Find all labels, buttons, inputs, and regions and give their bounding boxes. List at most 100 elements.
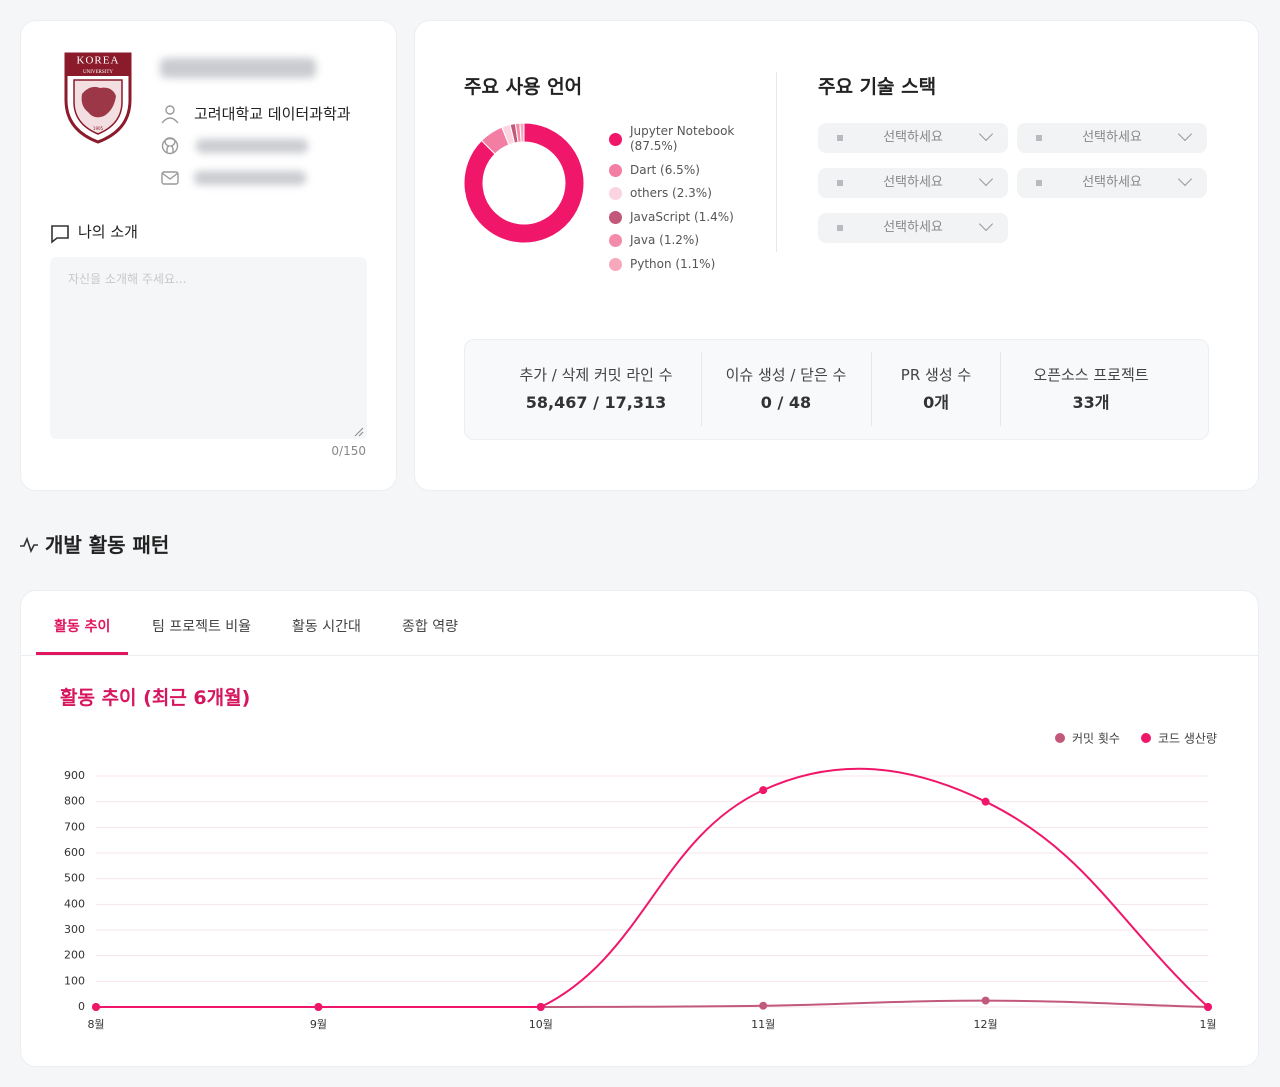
select-text: 선택하세요 xyxy=(883,130,943,145)
legend-label: Python (1.1%) xyxy=(630,256,716,271)
select-box[interactable] xyxy=(818,213,1008,243)
profile-icons xyxy=(161,105,179,185)
legend-item: Jupyter Notebook (87.5%) xyxy=(609,124,759,154)
x-tick-label: 9월 xyxy=(310,1018,327,1031)
legend-label: 코드 생산량 xyxy=(1158,732,1217,746)
y-tick-label: 800 xyxy=(64,795,85,808)
legend-label: Jupyter Notebook (87.5%) xyxy=(630,124,735,153)
legend-dot xyxy=(609,257,622,271)
line-point xyxy=(1204,1003,1212,1011)
intro-placeholder: 자신을 소개해 주세요... xyxy=(68,272,187,286)
stat-label: PR 생성 수 xyxy=(900,366,972,384)
select-bullet xyxy=(1036,180,1042,186)
logo-text: UNIVERSITY xyxy=(83,70,113,75)
stats-box xyxy=(464,339,1209,440)
select-bullet xyxy=(837,225,843,231)
line-series xyxy=(96,767,1209,1009)
legend-dot xyxy=(609,163,622,177)
university-logo: KOREA UNIVERSITY 1905 xyxy=(64,52,132,144)
select-box[interactable] xyxy=(818,123,1008,153)
line-point xyxy=(981,996,990,1005)
legend-item: Java (1.2%) xyxy=(609,233,759,248)
divider xyxy=(776,72,777,252)
line-point xyxy=(759,1001,768,1010)
select-box[interactable] xyxy=(1017,123,1207,153)
legend-dot xyxy=(1055,733,1065,743)
stat-value: 0개 xyxy=(923,393,949,412)
section-icon xyxy=(20,536,38,554)
tab[interactable]: 활동 시간대 xyxy=(292,619,361,635)
select-text: 선택하세요 xyxy=(1082,130,1142,145)
stat-label: 추가 / 삭제 커밋 라인 수 xyxy=(519,366,673,384)
language-title: 주요 사용 언어 xyxy=(464,76,583,98)
y-tick-label: 100 xyxy=(64,974,85,987)
activity-card xyxy=(20,590,1259,1067)
y-tick-label: 400 xyxy=(64,897,85,910)
y-tick-label: 900 xyxy=(64,769,85,782)
stat-label: 오픈소스 프로젝트 xyxy=(1033,366,1149,384)
legend-item: Dart (6.5%) xyxy=(609,163,759,178)
select-text: 선택하세요 xyxy=(883,220,943,235)
pie-slice xyxy=(463,122,585,244)
x-tick-label: 11월 xyxy=(751,1018,775,1031)
stat-label: 이슈 생성 / 닫은 수 xyxy=(725,366,847,384)
logo-text: 1905 xyxy=(93,126,104,131)
line-point xyxy=(314,1003,323,1011)
legend-label: Dart (6.5%) xyxy=(630,162,700,177)
logo-text: KOREA xyxy=(77,55,120,67)
y-tick-label: 600 xyxy=(64,846,85,859)
intro-label: 나의 소개 xyxy=(78,223,138,241)
legend-dot xyxy=(609,132,622,146)
line-point xyxy=(92,1003,100,1011)
blurred-name xyxy=(160,58,316,78)
stat-divider xyxy=(1000,352,1001,426)
intro-textarea[interactable] xyxy=(50,257,367,439)
x-tick-label: 12월 xyxy=(974,1018,998,1031)
pie-slice xyxy=(519,122,525,143)
legend-label: 커밋 횟수 xyxy=(1072,732,1120,746)
resize-handle xyxy=(354,427,364,437)
legend-label: JavaScript (1.4%) xyxy=(630,209,734,224)
y-tick-label: 300 xyxy=(64,923,85,936)
stat-value: 58,467 / 17,313 xyxy=(525,393,667,412)
section-title: 개발 활동 패턴 xyxy=(45,533,170,557)
stat-value: 0 / 48 xyxy=(760,393,812,412)
y-tick-label: 200 xyxy=(64,949,85,962)
select-box[interactable] xyxy=(1017,168,1207,198)
tech-title: 주요 기술 스택 xyxy=(818,76,937,98)
legend-dot xyxy=(609,187,622,200)
intro-counter: 0/150 xyxy=(331,444,366,458)
legend-label: Java (1.2%) xyxy=(630,233,700,247)
blurred-email xyxy=(194,171,306,185)
chart-title: 활동 추이 (최근 6개월) xyxy=(60,687,251,709)
stat-value: 33개 xyxy=(1072,393,1110,412)
select-bullet xyxy=(837,135,843,141)
legend-dot xyxy=(1141,733,1151,743)
stat-divider xyxy=(871,352,872,426)
select-box[interactable] xyxy=(818,168,1008,198)
legend-item: JavaScript (1.4%) xyxy=(609,210,759,225)
x-tick-label: 8월 xyxy=(87,1018,104,1031)
select-bullet xyxy=(1036,135,1042,141)
stat-divider xyxy=(701,352,702,426)
tab-underline xyxy=(36,652,128,655)
line-point xyxy=(536,1003,545,1011)
select-text: 선택하세요 xyxy=(1082,175,1142,190)
tab[interactable]: 종합 역량 xyxy=(402,619,458,635)
y-tick-label: 700 xyxy=(64,820,85,833)
line-point xyxy=(981,797,990,806)
department: 고려대학교 데이터과학과 xyxy=(194,105,351,123)
intro-icon xyxy=(51,225,69,244)
legend-dot xyxy=(609,210,622,224)
tab[interactable]: 팀 프로젝트 비율 xyxy=(152,619,252,635)
y-tick-label: 0 xyxy=(78,1000,85,1013)
legend-label: others (2.3%) xyxy=(630,186,712,200)
x-tick-label: 10월 xyxy=(529,1018,553,1031)
tab[interactable]: 활동 추이 xyxy=(54,619,111,635)
line-point xyxy=(759,786,768,795)
legend-dot xyxy=(609,234,622,247)
legend: Jupyter Notebook (87.5%) Dart (6.5%) other… xyxy=(609,124,759,272)
blurred-github xyxy=(196,139,308,153)
